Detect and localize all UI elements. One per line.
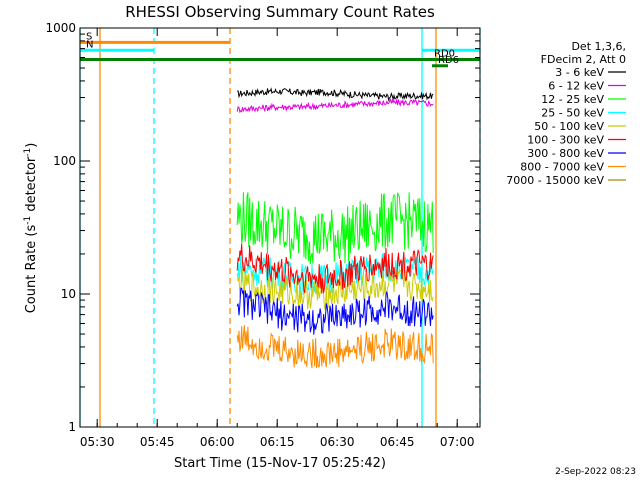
legend-entry: 300 - 800 keV <box>527 147 604 160</box>
y-axis-label-end: ) <box>24 143 39 148</box>
x-axis: 05:30 05:45 06:00 06:15 06:30 06:45 07:00 <box>80 28 478 449</box>
legend-entry: 800 - 7000 keV <box>520 161 604 174</box>
legend-entry: 50 - 100 keV <box>534 120 604 133</box>
plot-frame <box>79 27 481 428</box>
legend-header-2: FDecim 2, Att 0 <box>541 53 626 66</box>
y-axis-label-main: Count Rate (s <box>24 225 39 314</box>
x-tick-label: 06:00 <box>200 435 235 449</box>
series-line <box>236 192 434 265</box>
series-line <box>236 98 434 114</box>
x-tick-label: 05:30 <box>80 435 115 449</box>
series-line <box>236 287 434 335</box>
state-bar-label: N <box>86 39 93 50</box>
legend-entry: 25 - 50 keV <box>541 107 604 120</box>
series-line <box>237 87 434 102</box>
y-tick-label: 10 <box>61 287 76 301</box>
legend-entry: 100 - 300 keV <box>527 134 604 147</box>
y-axis-label-sup1: -1 <box>23 216 33 225</box>
legend-entry: 12 - 25 keV <box>541 93 604 106</box>
y-tick-label: 100 <box>53 154 76 168</box>
legend-header-1: Det 1,3,6, <box>571 40 626 53</box>
series-line <box>236 243 434 294</box>
legend-entry: 6 - 12 keV <box>548 80 604 93</box>
legend-entry: 3 - 6 keV <box>555 66 604 79</box>
y-axis: 1 10 100 1000 <box>45 21 480 434</box>
y-axis-label-sup2: -1 <box>23 148 33 157</box>
x-tick-label: 05:45 <box>140 435 175 449</box>
y-axis-label-mid: detector <box>24 156 39 216</box>
state-bar-label: RD0 <box>434 48 455 59</box>
legend-entry: 7000 - 15000 keV <box>506 174 604 187</box>
state-bar-label: S <box>86 31 92 42</box>
x-axis-label: Start Time (15-Nov-17 05:25:42) <box>174 456 386 471</box>
y-axis-label: Count Rate (s-1 detector-1) <box>23 143 39 314</box>
x-tick-label: 07:00 <box>440 435 475 449</box>
x-tick-label: 06:45 <box>380 435 415 449</box>
y-tick-label: 1 <box>68 420 76 434</box>
state-bar-label: RD6 <box>438 55 459 66</box>
x-tick-label: 06:30 <box>320 435 355 449</box>
series-lines <box>236 87 434 369</box>
series-line <box>236 268 434 312</box>
y-tick-label: 1000 <box>45 21 76 35</box>
date-stamp: 2-Sep-2022 08:23 <box>555 467 636 477</box>
x-tick-label: 06:15 <box>260 435 295 449</box>
series-line <box>236 325 434 369</box>
chart-title: RHESSI Observing Summary Count Rates <box>125 3 435 21</box>
